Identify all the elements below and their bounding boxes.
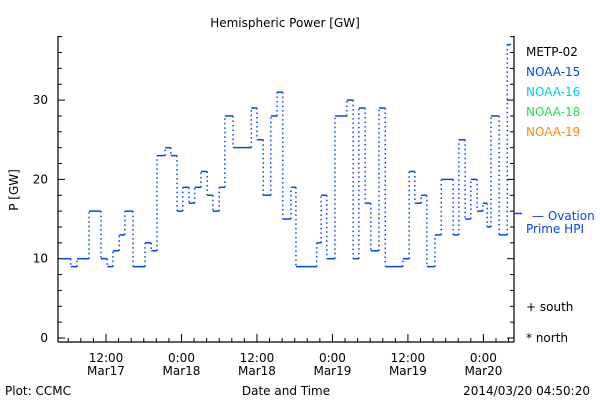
x-tick-label-date: Mar17 xyxy=(87,364,125,378)
x-tick-label-time: 0:00 xyxy=(319,351,346,365)
x-tick-label-date: Mar18 xyxy=(163,364,201,378)
y-tick-label: 20 xyxy=(33,172,48,186)
y-axis-label: P [GW] xyxy=(7,169,21,211)
data-marks xyxy=(60,43,512,268)
x-tick-label-time: 0:00 xyxy=(470,351,497,365)
reference-label-2: Prime HPI xyxy=(526,222,584,236)
footer-right: 2014/03/20 04:50:20 xyxy=(463,384,590,398)
x-axis-label: Date and Time xyxy=(242,384,330,398)
legend-entry: METP-02 xyxy=(526,45,578,59)
y-tick-label: 0 xyxy=(40,331,48,345)
legend-south: + south xyxy=(526,300,573,314)
legend-entry: NOAA-19 xyxy=(526,125,580,139)
x-tick-label-date: Mar20 xyxy=(464,364,502,378)
chart-title: Hemispheric Power [GW] xyxy=(210,16,360,30)
y-tick-label: 30 xyxy=(33,93,48,107)
x-tick-label-date: Mar19 xyxy=(313,364,351,378)
x-tick-label-time: 0:00 xyxy=(168,351,195,365)
x-tick-label-date: Mar18 xyxy=(238,364,276,378)
legend-north: * north xyxy=(526,331,568,345)
footer-left: Plot: CCMC xyxy=(5,384,71,398)
y-tick-label: 10 xyxy=(33,252,48,266)
legend-entry: NOAA-15 xyxy=(526,65,580,79)
axes: 010203012:00Mar170:00Mar1812:00Mar180:00… xyxy=(33,36,522,378)
reference-label-1: — Ovation xyxy=(532,209,595,223)
legend: METP-02 NOAA-15 NOAA-16 NOAA-18 NOAA-19 + sou… xyxy=(526,45,580,345)
x-tick-label-date: Mar19 xyxy=(389,364,427,378)
legend-entry: NOAA-18 xyxy=(526,105,580,119)
x-tick-label-time: 12:00 xyxy=(391,351,426,365)
x-tick-label-time: 12:00 xyxy=(89,351,124,365)
x-tick-label-time: 12:00 xyxy=(240,351,275,365)
legend-entry: NOAA-16 xyxy=(526,85,580,99)
